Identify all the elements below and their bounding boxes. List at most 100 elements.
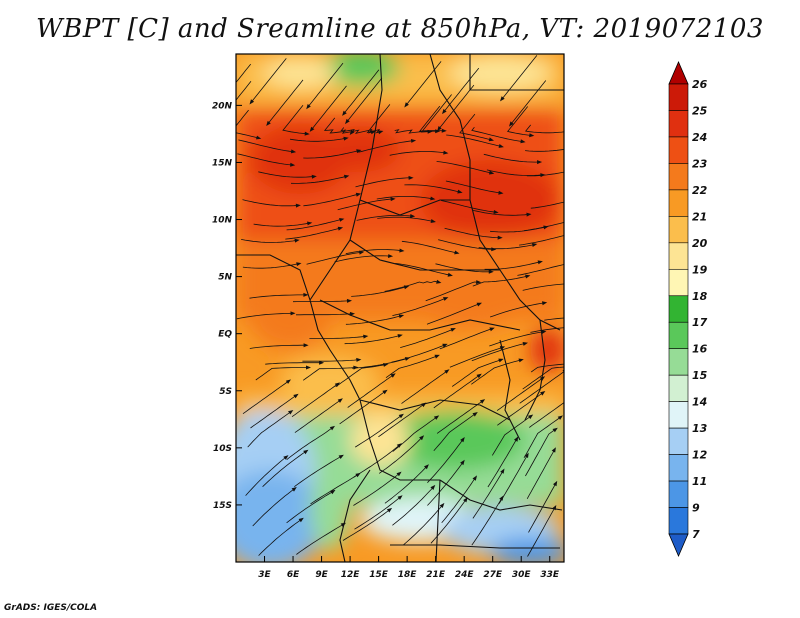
- streamline-arrow: [298, 517, 304, 523]
- streamline-arrow: [460, 437, 465, 443]
- streamline: [236, 63, 252, 84]
- streamline-arrow: [342, 110, 347, 116]
- streamline-arrow: [288, 410, 294, 415]
- colorbar-segment: [668, 507, 689, 535]
- streamline-arrow: [437, 126, 442, 132]
- streamline: [395, 263, 451, 276]
- streamline: [242, 199, 298, 207]
- lon-label: 27E: [483, 570, 503, 580]
- streamline-arrow: [514, 436, 519, 442]
- streamline-arrow: [476, 302, 482, 307]
- lat-label: EQ: [218, 330, 232, 340]
- streamline-arrow: [598, 315, 603, 319]
- streamline: [262, 451, 307, 487]
- streamline: [394, 129, 438, 134]
- colorbar-segment: [668, 83, 689, 111]
- streamline: [337, 198, 393, 211]
- streamline-arrow: [249, 99, 255, 105]
- streamline-arrow: [349, 129, 355, 135]
- streamline: [517, 264, 564, 276]
- streamline-arrow: [410, 214, 416, 218]
- streamline: [255, 367, 308, 381]
- streamline-arrow: [396, 443, 402, 448]
- streamline: [449, 347, 503, 368]
- streamline: [282, 104, 307, 135]
- streamline-arrow: [304, 131, 310, 136]
- streamline: [366, 104, 391, 134]
- colorbar-label: 19: [692, 263, 708, 276]
- streamline-arrow: [430, 219, 436, 223]
- colorbar-label: 14: [692, 396, 707, 409]
- streamline: [258, 171, 314, 178]
- streamline: [526, 171, 564, 177]
- streamline: [249, 344, 306, 349]
- streamline-arrow: [584, 325, 589, 329]
- colorbar-segment: [668, 295, 689, 323]
- colorbar-segment: [668, 348, 689, 376]
- streamline-arrow: [430, 196, 436, 201]
- streamline: [391, 344, 446, 363]
- colorbar-segment: [668, 401, 689, 429]
- streamline: [343, 69, 380, 114]
- streamline: [311, 85, 347, 130]
- streamline-arrow: [363, 334, 369, 339]
- colorbar-segment: [668, 189, 689, 217]
- colorbar-segment: [668, 242, 689, 270]
- streamline-arrow: [345, 118, 350, 125]
- streamline: [489, 331, 544, 347]
- streamline: [267, 79, 304, 124]
- streamline-arrow: [571, 129, 576, 133]
- streamline-arrow: [339, 218, 345, 222]
- streamline-arrow: [450, 328, 456, 332]
- streamline-arrow: [479, 399, 486, 404]
- streamline-arrow: [359, 250, 365, 255]
- colorbar-segment: [668, 268, 689, 297]
- streamline: [345, 315, 402, 325]
- streamline: [522, 366, 564, 390]
- streamline-arrow: [370, 130, 376, 135]
- streamline-arrow: [540, 391, 546, 396]
- streamline-arrow: [293, 393, 299, 399]
- streamline: [286, 427, 333, 461]
- streamline-arrow: [290, 311, 296, 316]
- streamline-arrow: [447, 272, 453, 277]
- streamline: [258, 519, 302, 556]
- streamline-arrow: [489, 327, 495, 332]
- lon-label: 18E: [398, 570, 418, 580]
- streamline-arrow: [522, 342, 528, 346]
- streamline: [250, 395, 297, 429]
- streamline-arrow: [525, 274, 531, 279]
- streamline-arrow: [390, 197, 396, 202]
- streamlines: [236, 55, 603, 557]
- plot-title: WBPT [C] and Sreamline at 850hPa, VT: 20…: [36, 14, 764, 44]
- streamline-arrow: [404, 102, 409, 108]
- lon-label: 21E: [426, 570, 446, 580]
- streamline-arrow: [493, 210, 499, 214]
- streamline-arrow: [443, 297, 449, 301]
- streamline-arrow: [472, 475, 477, 481]
- streamline-arrow: [528, 414, 534, 420]
- streamline: [310, 474, 359, 505]
- streamline: [529, 402, 564, 428]
- streamline-arrow: [435, 129, 441, 134]
- lon-label: 15E: [369, 570, 389, 580]
- streamline: [425, 281, 479, 302]
- colorbar-label: 18: [692, 290, 708, 303]
- streamline: [522, 283, 564, 291]
- streamline: [525, 149, 564, 152]
- streamline-arrow: [307, 221, 313, 226]
- streamline-arrow: [488, 137, 494, 142]
- streamline: [472, 470, 504, 519]
- streamline-arrow: [529, 133, 535, 138]
- streamline: [237, 153, 293, 166]
- streamline-arrow: [356, 357, 362, 362]
- streamline: [286, 491, 334, 524]
- streamline-arrow: [537, 160, 543, 165]
- streamline-arrow: [291, 487, 297, 492]
- colorbar-segment: [668, 136, 689, 164]
- streamline: [446, 134, 502, 147]
- lon-label: 24E: [455, 570, 475, 580]
- streamline: [451, 359, 502, 387]
- streamline-arrow: [334, 382, 340, 387]
